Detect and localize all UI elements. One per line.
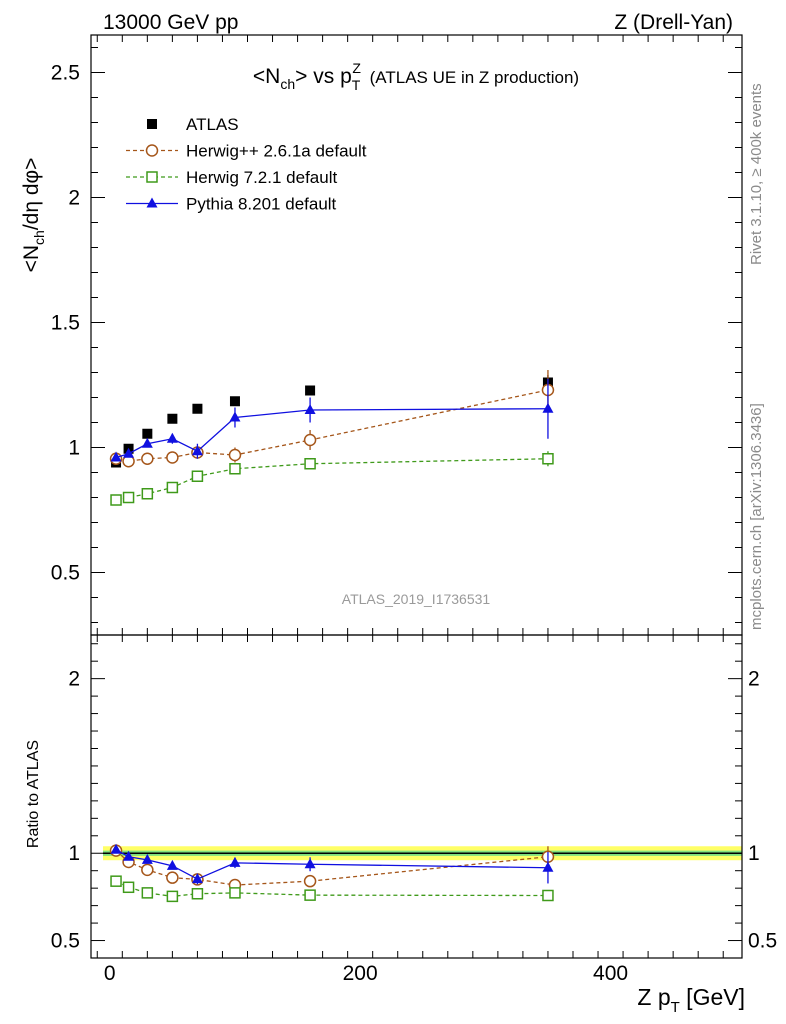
ratio-point-herwig-7-2-1-default [141, 887, 154, 899]
legend: ATLAS Herwig++ 2.6.1a default Herwig 7.2.1… [126, 115, 367, 214]
main-point-herwig-2-6-1a-default [166, 451, 179, 464]
process-label: Z (Drell-Yan) [614, 11, 733, 34]
ratio-point-herwig-2-6-1a-default [303, 874, 317, 888]
mcplots-label: mcplots.cern.ch [arXiv:1306.3436] [748, 403, 765, 630]
main-point-atlas [167, 413, 178, 424]
legend-entry-atlas: ATLAS [147, 115, 239, 134]
ratio-point-herwig-7-2-1-default [229, 887, 241, 899]
main-point-herwig-2-6-1a-default [228, 448, 242, 462]
x-axis-label: Z pT [GeV] [637, 984, 745, 1016]
ratio-point-pythia-8-201-default [123, 850, 135, 861]
ratio-y-tick-label-right: 2 [748, 668, 760, 691]
ratio-point-herwig-7-2-1-default [122, 881, 135, 894]
main-title: <Nch> vs pTZ (ATLAS UE in Z production) [253, 60, 579, 93]
main-point-pythia-8-201-default [542, 402, 554, 413]
main-point-herwig-7-2-1-default [542, 453, 554, 465]
main-y-tick-label: 1.5 [51, 312, 80, 335]
analysis-watermark: ATLAS_2019_I1736531 [342, 591, 491, 607]
ratio-point-herwig-2-6-1a-default [141, 863, 154, 877]
main-point-herwig-7-2-1-default [166, 481, 179, 494]
legend-entry-herwig-7-2-1-default: Herwig 7.2.1 default [126, 168, 337, 187]
legend-label: Herwig 7.2.1 default [186, 168, 337, 187]
main-axis-ticks [91, 35, 742, 635]
ratio-point-pythia-8-201-default [542, 861, 554, 872]
ratio-axis-ticks [91, 635, 742, 958]
ratio-y-tick-label: 2 [68, 668, 80, 691]
legend-entry-herwig-2-6-1a-default: Herwig++ 2.6.1a default [126, 142, 367, 161]
ratio-point-herwig-7-2-1-default [542, 889, 554, 902]
legend-label: ATLAS [186, 115, 239, 134]
main-y-tick-label: 0.5 [51, 562, 80, 585]
ratio-point-pythia-8-201-default [141, 853, 153, 864]
main-point-pythia-8-201-default [229, 411, 241, 422]
x-tick-label: 400 [593, 962, 628, 985]
beam-label: 13000 GeV pp [103, 11, 238, 34]
legend-label: Herwig++ 2.6.1a default [186, 142, 367, 161]
main-point-herwig-7-2-1-default [191, 470, 204, 482]
main-y-tick-label: 2.5 [51, 62, 80, 85]
legend-marker [146, 197, 158, 208]
ratio-y-tick-label: 1 [68, 842, 80, 865]
legend-marker [146, 171, 158, 183]
main-series-pythia-8-201-default [110, 378, 554, 462]
main-point-herwig-7-2-1-default [122, 491, 135, 504]
ratio-point-herwig-7-2-1-default [191, 887, 204, 900]
ratio-y-tick-label-right: 0.5 [748, 930, 777, 953]
main-point-pythia-8-201-default [110, 451, 122, 462]
rivet-version-label: Rivet 3.1.10, ≥ 400k events [748, 83, 765, 265]
ratio-point-pythia-8-201-default [229, 856, 241, 867]
legend-label: Pythia 8.201 default [186, 195, 337, 214]
main-line-herwig-7-2-1-default [115, 458, 548, 501]
reference-band [103, 846, 742, 861]
main-point-atlas [229, 396, 240, 407]
main-point-herwig-7-2-1-default [141, 488, 154, 500]
main-point-atlas [142, 428, 153, 439]
ratio-point-pythia-8-201-default [110, 843, 122, 854]
main-series-herwig-7-2-1-default [110, 451, 554, 506]
main-point-pythia-8-201-default [166, 432, 178, 443]
legend-marker [147, 119, 157, 129]
x-tick-label: 200 [343, 962, 378, 985]
main-point-herwig-2-6-1a-default [141, 452, 154, 465]
ratio-point-herwig-7-2-1-default [110, 875, 122, 887]
main-line-pythia-8-201-default [115, 408, 548, 459]
legend-marker [145, 144, 159, 157]
main-point-herwig-7-2-1-default [304, 458, 316, 470]
main-line-herwig-2-6-1a-default [115, 389, 549, 462]
main-point-atlas [192, 403, 203, 414]
ratio-point-herwig-7-2-1-default [166, 890, 179, 903]
ratio-series-pythia-8-201-default [110, 843, 554, 885]
ratio-y-tick-label-right: 1 [748, 842, 760, 865]
main-y-tick-label: 1 [68, 437, 80, 460]
ratio-point-herwig-2-6-1a-default [166, 871, 179, 884]
main-y-tick-label: 2 [68, 187, 80, 210]
ratio-plot-frame [90, 634, 743, 959]
ratio-point-pythia-8-201-default [191, 873, 203, 884]
main-point-pythia-8-201-default [141, 437, 153, 448]
main-series-atlas [111, 375, 553, 468]
ratio-point-pythia-8-201-default [166, 859, 178, 870]
ratio-point-herwig-7-2-1-default [304, 889, 316, 901]
ratio-y-tick-label: 0.5 [51, 930, 80, 953]
ratio-y-axis-label: Ratio to ATLAS [25, 740, 42, 848]
ratio-line-herwig-7-2-1-default [115, 880, 548, 898]
main-point-pythia-8-201-default [304, 404, 316, 414]
main-point-herwig-7-2-1-default [229, 463, 241, 475]
main-y-axis-label: <Nch/dη dφ> [20, 158, 47, 273]
ratio-line-herwig-2-6-1a-default [115, 850, 549, 886]
main-point-pythia-8-201-default [123, 447, 135, 458]
x-tick-label: 0 [104, 962, 116, 985]
main-point-pythia-8-201-default [191, 445, 203, 456]
ratio-point-pythia-8-201-default [304, 858, 316, 869]
main-plot: 0.5 1 1.5 2 2.5 ATLAS_2019_I1736531 <Nch> vs… [20, 34, 743, 636]
ratio-series-herwig-7-2-1-default [110, 875, 554, 903]
main-point-herwig-2-6-1a-default [303, 433, 317, 447]
main-point-atlas [305, 385, 316, 396]
ratio-plot: Ratio to ATLAS Z pT [GeV] 0.5 0.5 1 1 2 2 0 200… [25, 634, 777, 1016]
main-point-herwig-7-2-1-default [110, 494, 122, 506]
legend-entry-pythia-8-201-default: Pythia 8.201 default [126, 195, 337, 214]
